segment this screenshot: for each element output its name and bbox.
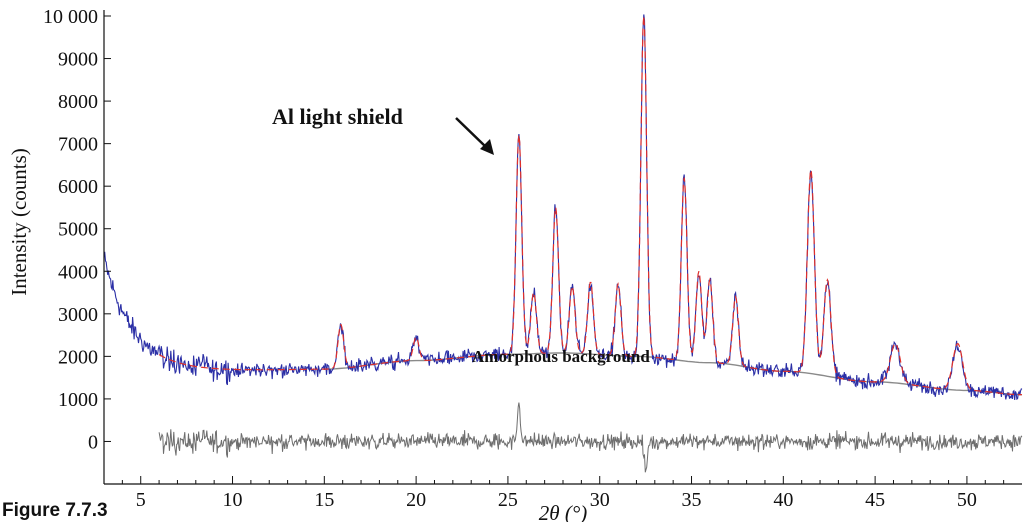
calculated-line [158, 15, 1022, 396]
y-tick-label-2000: 2000 [58, 346, 98, 368]
x-tick-label-10: 10 [223, 489, 243, 511]
x-tick-label-5: 5 [136, 489, 146, 511]
observed-pattern-series [103, 14, 1023, 401]
y-tick-label-8000: 8000 [58, 91, 98, 113]
y-axis-title: Intensity (counts) [7, 148, 31, 296]
x-tick-label-20: 20 [406, 489, 426, 511]
annotation-arrowhead [480, 139, 494, 155]
figure-caption: Figure 7.7.3 [2, 500, 108, 521]
x-tick-label-30: 30 [590, 489, 610, 511]
x-tick-label-40: 40 [773, 489, 793, 511]
y-tick-label-10000: 10 000 [43, 6, 98, 28]
y-tick-label-0: 0 [88, 431, 98, 453]
annotation-al-light-shield: Al light shield [272, 104, 403, 129]
difference-curve-series [158, 402, 1023, 473]
difference-line [158, 402, 1023, 473]
y-tick-label-1000: 1000 [58, 389, 98, 411]
axes: 5 10 15 20 25 30 35 40 45 50 0 1000 2000 3000 4000 5000… [7, 6, 1022, 522]
annotations: Al light shield Amorphous background [272, 104, 650, 366]
y-tick-label-5000: 5000 [58, 219, 98, 241]
annotation-arrow-line [455, 117, 488, 149]
x-tick-label-35: 35 [682, 489, 702, 511]
y-tick-label-4000: 4000 [58, 261, 98, 283]
x-tick-label-25: 25 [498, 489, 518, 511]
y-tick-label-3000: 3000 [58, 304, 98, 326]
calculated-fit-series [158, 15, 1022, 396]
x-tick-label-50: 50 [957, 489, 977, 511]
annotation-amorphous-background: Amorphous background [472, 347, 650, 366]
x-tick-label-45: 45 [865, 489, 885, 511]
y-tick-label-9000: 9000 [58, 49, 98, 71]
y-tick-label-7000: 7000 [58, 134, 98, 156]
x-tick-label-15: 15 [314, 489, 334, 511]
y-tick-label-6000: 6000 [58, 176, 98, 198]
observed-line [103, 14, 1023, 401]
x-axis-title: 2θ (°) [539, 501, 587, 522]
